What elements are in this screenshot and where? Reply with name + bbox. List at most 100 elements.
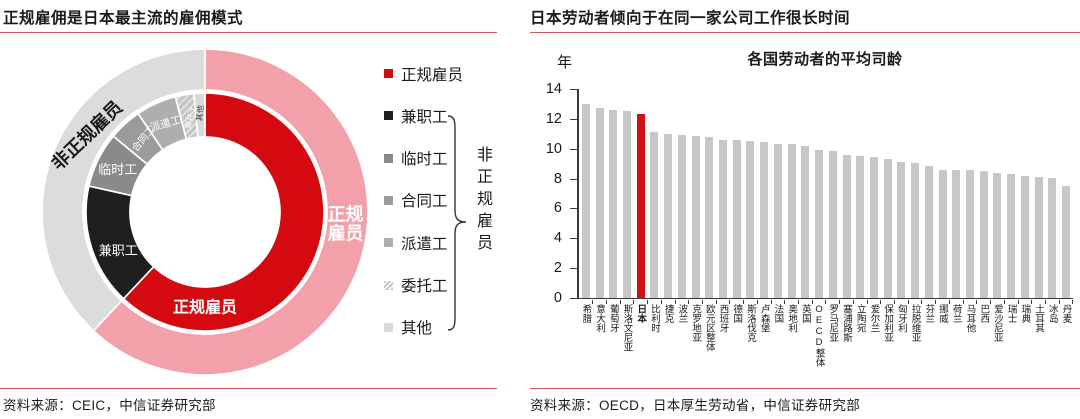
bar-立陶宛 [856, 156, 865, 298]
x-label-保加利亚: 保加利亚 [881, 304, 895, 367]
bar-slot [908, 89, 923, 304]
x-label-意大利: 意大利 [593, 304, 607, 367]
x-label-text: 保加利亚 [882, 304, 894, 342]
y-tick-label: 2 [553, 260, 562, 277]
bar-slot [620, 89, 635, 304]
x-tick-mark [852, 299, 854, 304]
legend-label: 兼职工 [401, 108, 448, 126]
bar-slot [949, 89, 964, 304]
y-tick-label: 0 [553, 290, 562, 306]
x-label-text: 爱沙尼亚 [991, 304, 1003, 342]
bar-保加利亚 [883, 159, 892, 298]
outer-segment-正规雇员 [92, 48, 369, 376]
x-label-text: OECD整体 [813, 304, 825, 367]
x-tick-mark [674, 299, 676, 304]
legend-marker [384, 238, 393, 248]
x-label-text: 德国 [731, 304, 743, 323]
x-label-text: 马耳他 [964, 304, 976, 333]
bar-slot [593, 89, 607, 304]
right-source-rule [530, 388, 1080, 389]
outer-segment-非正规雇员 [41, 48, 206, 333]
bar-意大利 [595, 108, 604, 298]
legend-item-派遣工: 派遣工 [384, 234, 448, 253]
left-panel-title: 正规雇佣是日本最主流的雇佣模式 [3, 10, 244, 27]
x-tick-mark [1031, 299, 1033, 304]
x-label-瑞典: 瑞典 [1018, 304, 1032, 367]
x-tick-mark [647, 299, 649, 304]
legend-marker [384, 280, 393, 290]
x-label-丹麦: 丹麦 [1059, 304, 1073, 367]
left-source-rule [0, 388, 497, 389]
x-label-荷兰: 荷兰 [949, 304, 963, 367]
x-tick-mark [633, 299, 635, 304]
x-label-text: 斯洛伐克 [744, 304, 756, 342]
legend-item-临时工: 临时工 [384, 150, 448, 169]
x-label-法国: 法国 [771, 304, 785, 367]
bar-slot [991, 89, 1005, 304]
bar-slot [840, 89, 854, 304]
x-label-冰岛: 冰岛 [1045, 304, 1059, 367]
x-tick-mark [756, 299, 758, 304]
bar-马耳他 [965, 170, 974, 298]
bar-slot [716, 89, 731, 304]
x-label-爱沙尼亚: 爱沙尼亚 [991, 304, 1005, 367]
y-tick-label: 14 [545, 81, 562, 97]
bar-slot [648, 89, 662, 304]
x-label-斯洛伐克: 斯洛伐克 [744, 304, 758, 367]
inner-ring-label-其他: 其他 [194, 105, 205, 122]
left-source: 资料来源：CEIC，中信证券研究部 [3, 398, 216, 413]
x-label-希腊: 希腊 [579, 304, 593, 367]
x-label-罗马尼亚: 罗马尼亚 [826, 304, 840, 367]
x-label-爱尔兰: 爱尔兰 [867, 304, 881, 367]
x-label-text: 日本 [635, 304, 647, 323]
x-label-欧元区整体: 欧元区整体 [702, 304, 716, 367]
bar-法国 [773, 144, 782, 298]
bar-slot [977, 89, 992, 304]
bar-荷兰 [952, 169, 961, 298]
bar-slot [812, 89, 827, 304]
bar-爱尔兰 [869, 156, 878, 298]
x-tick-mark [866, 299, 868, 304]
x-tick-mark [962, 299, 964, 304]
x-tick-mark [1003, 299, 1005, 304]
x-label-text: 法国 [772, 304, 784, 323]
y-tick-label: 6 [553, 200, 562, 217]
bar-slot [785, 89, 799, 304]
x-label-text: 芬兰 [923, 304, 935, 323]
y-tick-label: 4 [553, 230, 562, 247]
bar-slot [771, 89, 786, 304]
x-label-text: 瑞士 [1005, 304, 1017, 323]
bar-丹麦 [1062, 186, 1071, 298]
legend-marker [384, 322, 393, 332]
x-tick-mark [701, 299, 703, 304]
bar-瑞典 [1020, 175, 1029, 298]
legend-item-其他: 其他 [384, 319, 432, 337]
bar-slot [1032, 89, 1046, 304]
bar-爱沙尼亚 [993, 173, 1002, 298]
x-tick-mark [894, 299, 896, 304]
bar-slot [757, 89, 772, 304]
bar-瑞士 [1007, 174, 1016, 298]
bar-希腊 [581, 103, 590, 298]
legend-label: 派遣工 [401, 235, 448, 253]
legend-label: 临时工 [401, 151, 448, 169]
legend-label: 正规雇员 [401, 66, 464, 84]
x-label-text: 波兰 [676, 304, 688, 323]
legend-marker [384, 195, 393, 205]
x-label-匈牙利: 匈牙利 [895, 304, 909, 367]
bar-slot [606, 89, 621, 304]
x-tick-mark [921, 299, 923, 304]
inner-segment-其他 [192, 92, 206, 139]
bar-欧元区整体 [705, 136, 714, 298]
bar-斯洛伐克 [746, 140, 755, 298]
x-label-text: 克罗地亚 [690, 304, 702, 342]
x-tick-mark [811, 299, 813, 304]
x-tick-mark [592, 299, 594, 304]
x-label-瑞士: 瑞士 [1004, 304, 1018, 367]
x-label-text: 葡萄牙 [607, 304, 619, 333]
y-tick-mark [570, 238, 577, 240]
x-label-芬兰: 芬兰 [922, 304, 936, 367]
x-tick-mark [1017, 299, 1019, 304]
y-tick-label: 8 [553, 170, 562, 187]
